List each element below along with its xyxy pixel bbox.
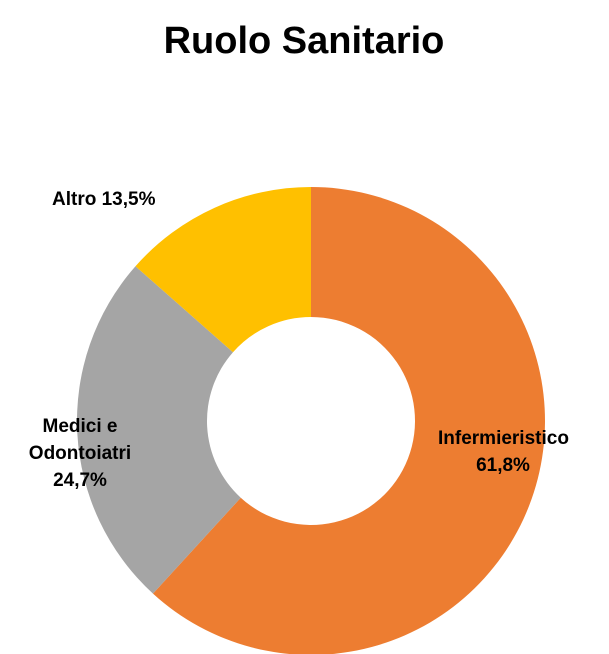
category-label: Infermieristico (438, 428, 569, 449)
value-label: 24,7% (53, 470, 107, 491)
donut-slice (135, 187, 311, 353)
chart-title: Ruolo Sanitario (163, 20, 445, 62)
data-label: Altro 13,5% (52, 186, 252, 213)
category-label: Altro (52, 189, 97, 210)
donut-slice (152, 187, 545, 654)
category-label: Medici e Odontoiatri (28, 416, 132, 464)
donut-slice (76, 266, 241, 594)
data-label: Medici e Odontoiatri 24,7% (20, 413, 140, 494)
data-label: Infermieristico 61,8% (438, 425, 569, 479)
value-label: 13,5% (101, 189, 156, 210)
value-label: 61,8% (476, 455, 530, 476)
